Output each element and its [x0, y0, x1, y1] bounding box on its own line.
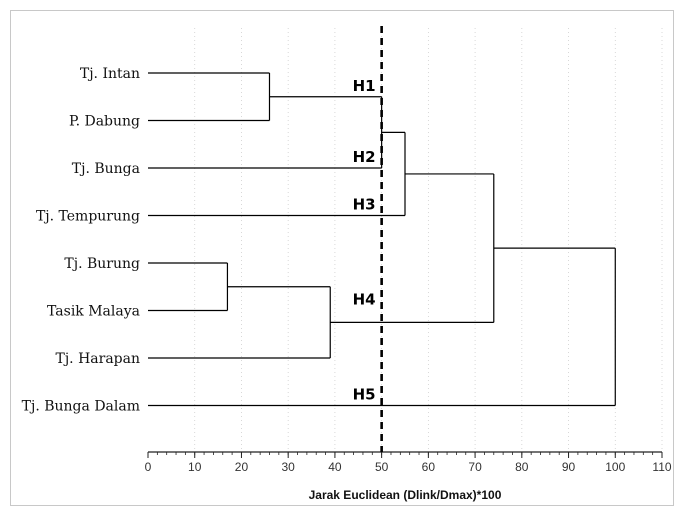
x-tick-label: 60 [422, 460, 436, 474]
x-tick-label: 40 [328, 460, 342, 474]
leaf-label: Tj. Tempurung [36, 209, 140, 225]
annotation-label: H2 [353, 148, 376, 166]
x-tick-label: 100 [605, 460, 625, 474]
x-tick-label: 110 [652, 460, 671, 474]
annotation-label: H5 [353, 386, 376, 404]
x-tick-label: 50 [375, 460, 389, 474]
leaf-label: Tj. Intan [80, 66, 140, 82]
annotation-label: H3 [353, 196, 376, 214]
x-tick-label: 20 [235, 460, 249, 474]
leaf-label: Tj. Bunga Dalam [22, 399, 140, 415]
chart-frame [10, 10, 674, 506]
leaf-label: Tj. Burung [64, 256, 140, 272]
x-axis-title: Jarak Euclidean (Dlink/Dmax)*100 [309, 488, 502, 502]
x-tick-label: 70 [468, 460, 482, 474]
x-tick-label: 80 [515, 460, 529, 474]
leaf-label: Tj. Bunga [72, 161, 140, 177]
grid-lines [194, 28, 663, 452]
annotation-label: H4 [353, 291, 376, 309]
x-tick-label: 10 [188, 460, 202, 474]
group-annotations: H1 H2 H3 H4 H5 [353, 77, 376, 404]
annotation-label: H1 [353, 77, 376, 95]
x-tick-label: 0 [145, 460, 152, 474]
x-axis: 0 10 20 30 40 50 60 70 80 90 100 110 [145, 451, 672, 474]
leaf-label: Tj. Harapan [56, 351, 141, 367]
leaf-label: Tasik Malaya [47, 304, 140, 320]
leaf-labels: Tj. Intan P. Dabung Tj. Bunga Tj. Tempurung… [22, 66, 140, 415]
x-tick-label: 30 [282, 460, 296, 474]
dendrogram-links [148, 72, 616, 407]
leaf-label: P. Dabung [69, 114, 140, 130]
x-tick-label: 90 [562, 460, 576, 474]
